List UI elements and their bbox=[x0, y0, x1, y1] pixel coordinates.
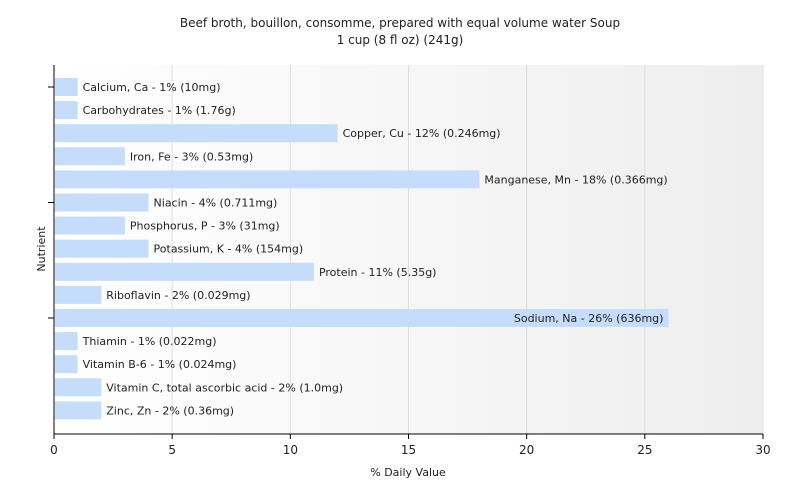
bar bbox=[55, 262, 314, 281]
bar-label: Niacin - 4% (0.711mg) bbox=[154, 197, 278, 210]
bar bbox=[55, 124, 338, 143]
bar-label: Iron, Fe - 3% (0.53mg) bbox=[130, 150, 253, 163]
x-tick-label: 10 bbox=[283, 443, 298, 457]
y-axis-title: Nutrient bbox=[35, 226, 48, 272]
bar bbox=[55, 193, 149, 212]
chart-subtitle: 1 cup (8 fl oz) (241g) bbox=[337, 33, 464, 47]
bar bbox=[55, 170, 480, 189]
bar-label: Potassium, K - 4% (154mg) bbox=[154, 243, 304, 256]
bar bbox=[55, 147, 125, 166]
axes: 0 5 10 15 20 25 30 bbox=[48, 65, 771, 457]
bar bbox=[55, 216, 125, 235]
bar bbox=[55, 101, 78, 120]
x-axis-title: % Daily Value bbox=[370, 466, 446, 479]
bar-label: Phosphorus, P - 3% (31mg) bbox=[130, 220, 280, 233]
bar bbox=[55, 309, 669, 327]
bar bbox=[55, 378, 102, 397]
x-tick-label: 5 bbox=[168, 443, 176, 457]
bar bbox=[55, 332, 78, 351]
bar bbox=[55, 355, 78, 374]
bar bbox=[55, 239, 149, 258]
bar bbox=[55, 401, 102, 420]
bar-label: Calcium, Ca - 1% (10mg) bbox=[83, 81, 221, 94]
bar-label: Sodium, Na - 26% (636mg) bbox=[514, 312, 664, 325]
x-tick-label: 15 bbox=[401, 443, 416, 457]
bar bbox=[55, 285, 102, 304]
bar bbox=[55, 78, 78, 96]
x-tick-label: 30 bbox=[755, 443, 770, 457]
bars: Calcium, Ca - 1% (10mg) Carbohydrates - 1… bbox=[55, 78, 669, 420]
bar-label: Zinc, Zn - 2% (0.36mg) bbox=[106, 404, 234, 417]
x-tick-label: 20 bbox=[519, 443, 534, 457]
x-tick-label: 0 bbox=[50, 443, 58, 457]
bar-label: Protein - 11% (5.35g) bbox=[319, 266, 437, 279]
bar-label: Carbohydrates - 1% (1.76g) bbox=[83, 104, 236, 117]
bar-label: Vitamin B-6 - 1% (0.024mg) bbox=[83, 358, 237, 371]
bar-label: Vitamin C, total ascorbic acid - 2% (1.0… bbox=[106, 381, 343, 394]
bar-label: Manganese, Mn - 18% (0.366mg) bbox=[484, 173, 667, 186]
x-tick-label: 25 bbox=[637, 443, 652, 457]
bar-label: Riboflavin - 2% (0.029mg) bbox=[106, 289, 250, 302]
bar-label: Copper, Cu - 12% (0.246mg) bbox=[343, 127, 501, 140]
bar-label: Thiamin - 1% (0.022mg) bbox=[82, 335, 217, 348]
chart-title: Beef broth, bouillon, consomme, prepared… bbox=[180, 16, 620, 30]
